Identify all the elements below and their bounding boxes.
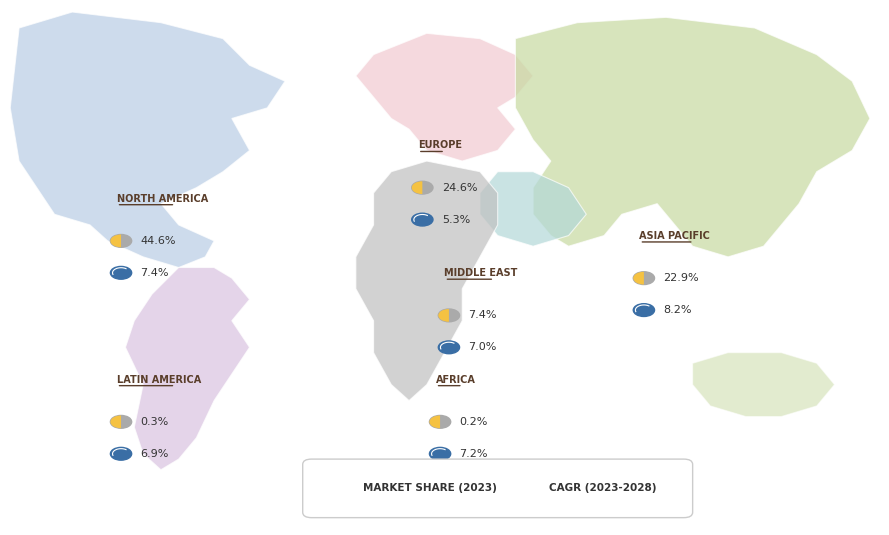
Polygon shape: [516, 17, 870, 257]
FancyBboxPatch shape: [302, 459, 693, 518]
Circle shape: [429, 447, 451, 460]
Circle shape: [110, 416, 132, 428]
Text: 7.4%: 7.4%: [469, 310, 497, 320]
Wedge shape: [438, 309, 449, 322]
Text: 5.3%: 5.3%: [442, 215, 470, 225]
Text: EUROPE: EUROPE: [418, 140, 462, 150]
Wedge shape: [110, 234, 121, 247]
Circle shape: [110, 266, 132, 279]
Circle shape: [633, 304, 654, 317]
Circle shape: [110, 234, 132, 247]
Text: NORTH AMERICA: NORTH AMERICA: [116, 194, 208, 204]
Circle shape: [412, 181, 433, 194]
Polygon shape: [693, 353, 835, 417]
Polygon shape: [356, 161, 498, 401]
Circle shape: [412, 213, 433, 226]
Wedge shape: [633, 272, 644, 285]
Wedge shape: [429, 416, 440, 428]
Wedge shape: [412, 181, 422, 194]
Polygon shape: [125, 268, 250, 470]
Text: MARKET SHARE (2023): MARKET SHARE (2023): [363, 483, 497, 493]
Circle shape: [110, 447, 132, 460]
Text: 44.6%: 44.6%: [140, 236, 176, 246]
Polygon shape: [356, 33, 533, 161]
Text: AFRICA: AFRICA: [436, 374, 476, 385]
Circle shape: [324, 480, 351, 496]
Text: MIDDLE EAST: MIDDLE EAST: [444, 268, 518, 278]
Text: 7.4%: 7.4%: [140, 268, 169, 278]
Wedge shape: [324, 480, 338, 496]
Text: 0.2%: 0.2%: [460, 417, 488, 427]
Circle shape: [511, 480, 538, 496]
Text: 24.6%: 24.6%: [442, 182, 477, 193]
Text: LATIN AMERICA: LATIN AMERICA: [116, 374, 201, 385]
Polygon shape: [480, 172, 587, 246]
Text: 6.9%: 6.9%: [140, 449, 169, 459]
Text: ASIA PACIFIC: ASIA PACIFIC: [639, 231, 710, 241]
Circle shape: [438, 341, 460, 354]
Text: 0.3%: 0.3%: [140, 417, 169, 427]
Text: 7.2%: 7.2%: [460, 449, 488, 459]
Polygon shape: [11, 12, 285, 268]
Wedge shape: [110, 416, 121, 428]
Circle shape: [633, 272, 654, 285]
Circle shape: [438, 309, 460, 322]
Text: 8.2%: 8.2%: [663, 305, 692, 315]
Text: 22.9%: 22.9%: [663, 273, 699, 283]
Circle shape: [429, 416, 451, 428]
Text: CAGR (2023-2028): CAGR (2023-2028): [549, 483, 657, 493]
Text: 7.0%: 7.0%: [469, 342, 497, 353]
